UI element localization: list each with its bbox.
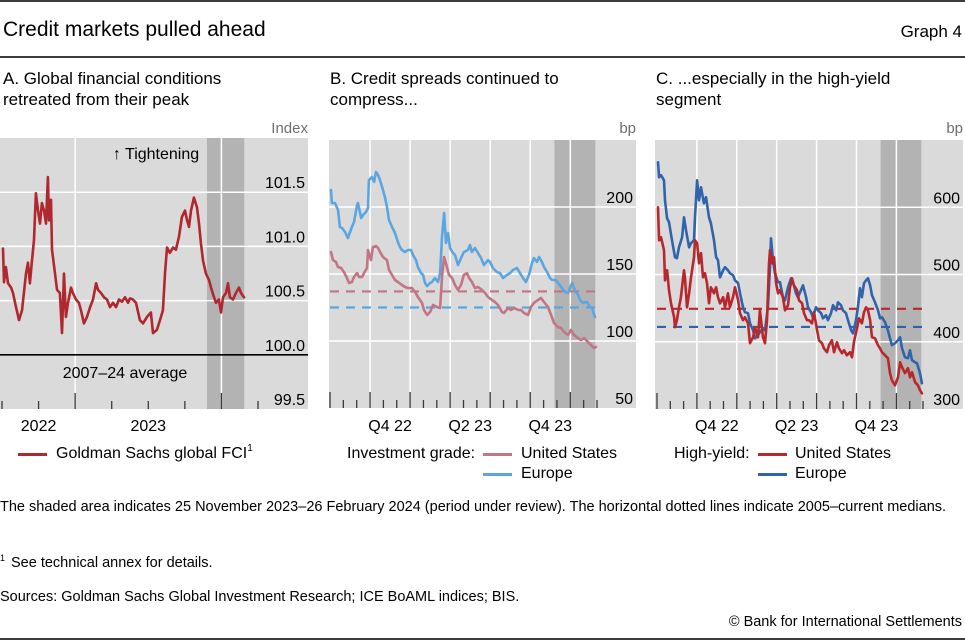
y-tick-label: 101.0 [265, 229, 305, 246]
reference-line-label: 2007–24 average [63, 365, 188, 382]
y-tick-label: 50 [615, 391, 633, 408]
legend-swatch-ig-united-states [483, 453, 512, 456]
graph-title: Credit markets pulled ahead [3, 18, 266, 41]
chart-notes: The shaded area indicates 25 November 20… [0, 499, 947, 515]
graph-number: Graph 4 [900, 22, 962, 41]
legend-swatch-ig-europe [483, 473, 512, 476]
panel-c-unit-label: bp [946, 120, 963, 137]
chart-panel-c: 300 400 500 600 Q4 22 Q2 23 Q4 23 [655, 140, 963, 435]
footnote-number: 1 [0, 553, 6, 563]
y-tick-label: 101.5 [265, 175, 305, 192]
x-tick-label: 2022 [21, 418, 57, 435]
footnote-1: 1 See technical annex for details. [0, 553, 213, 573]
series-line-united-states [329, 244, 598, 350]
plot-background [0, 138, 308, 409]
sources-line: Sources: Goldman Sachs Global Investment… [0, 589, 520, 605]
series-line-europe [656, 161, 924, 385]
footnote-ref: 1 [247, 443, 253, 454]
legend-label-hy-united-states: United States [795, 445, 892, 462]
x-tick-label: Q4 23 [855, 418, 899, 435]
legend-title-investment-grade: Investment grade: [347, 445, 476, 462]
series-line-goldman-sachs-global-fci [1, 175, 246, 335]
x-tick-label: 2023 [130, 418, 166, 435]
y-tick-label: 200 [606, 190, 633, 207]
y-tick-label: 300 [933, 392, 960, 409]
y-tick-label: 100 [606, 324, 633, 341]
panel-b-title: B. Credit spreads continued to compress.… [330, 69, 559, 109]
x-tick-label: Q2 23 [775, 418, 819, 435]
x-tick-label: Q2 23 [448, 418, 492, 435]
top-rule [0, 0, 965, 2]
y-tick-label: 100.0 [265, 338, 305, 355]
panel-a-unit-label: Index [271, 120, 308, 137]
shaded-period [206, 138, 245, 409]
y-tick-label: 100.5 [265, 284, 305, 301]
legend-swatch-fci [18, 453, 47, 456]
copyright-notice: © Bank for International Settlements [728, 614, 962, 630]
legend-label-ig-united-states: United States [521, 445, 618, 462]
panel-a-title: A. Global financial conditions retreated… [3, 69, 222, 109]
legend-label-hy-europe: Europe [795, 465, 847, 482]
series-line-europe [329, 170, 597, 319]
legend-item-fci: Goldman Sachs global FCI1 [56, 444, 253, 464]
x-tick-label: Q4 23 [528, 418, 572, 435]
y-tick-label: 500 [933, 258, 960, 275]
legend-label-fci: Goldman Sachs global FCI [56, 445, 248, 462]
x-tick-label: Q4 22 [695, 418, 739, 435]
y-tick-label: 99.5 [274, 392, 305, 409]
legend-swatch-hy-europe [758, 473, 787, 476]
y-tick-label: 150 [606, 257, 633, 274]
legend-title-high-yield: High-yield: [674, 445, 750, 462]
chart-panel-a: 2007–24 average 99.5 100.0 100.5 101.0 101.5 2… [0, 138, 308, 435]
x-tick-label: Q4 22 [368, 418, 412, 435]
series-line-united-states [656, 206, 924, 395]
legend-label-ig-europe: Europe [521, 465, 573, 482]
y-tick-label: 600 [933, 190, 960, 207]
footnote-text: See technical annex for details. [11, 555, 213, 571]
panel-b-unit-label: bp [619, 120, 636, 137]
legend-swatch-hy-united-states [758, 453, 787, 456]
header-rule [0, 56, 965, 58]
annotation-tightening: ↑ Tightening [113, 146, 199, 163]
chart-panel-b: 50 100 150 200 Q4 22 Q2 23 Q4 23 [329, 140, 636, 435]
bottom-rule [0, 638, 965, 640]
panel-c-title: C. ...especially in the high-yield segme… [656, 69, 891, 109]
y-tick-label: 400 [933, 325, 960, 342]
